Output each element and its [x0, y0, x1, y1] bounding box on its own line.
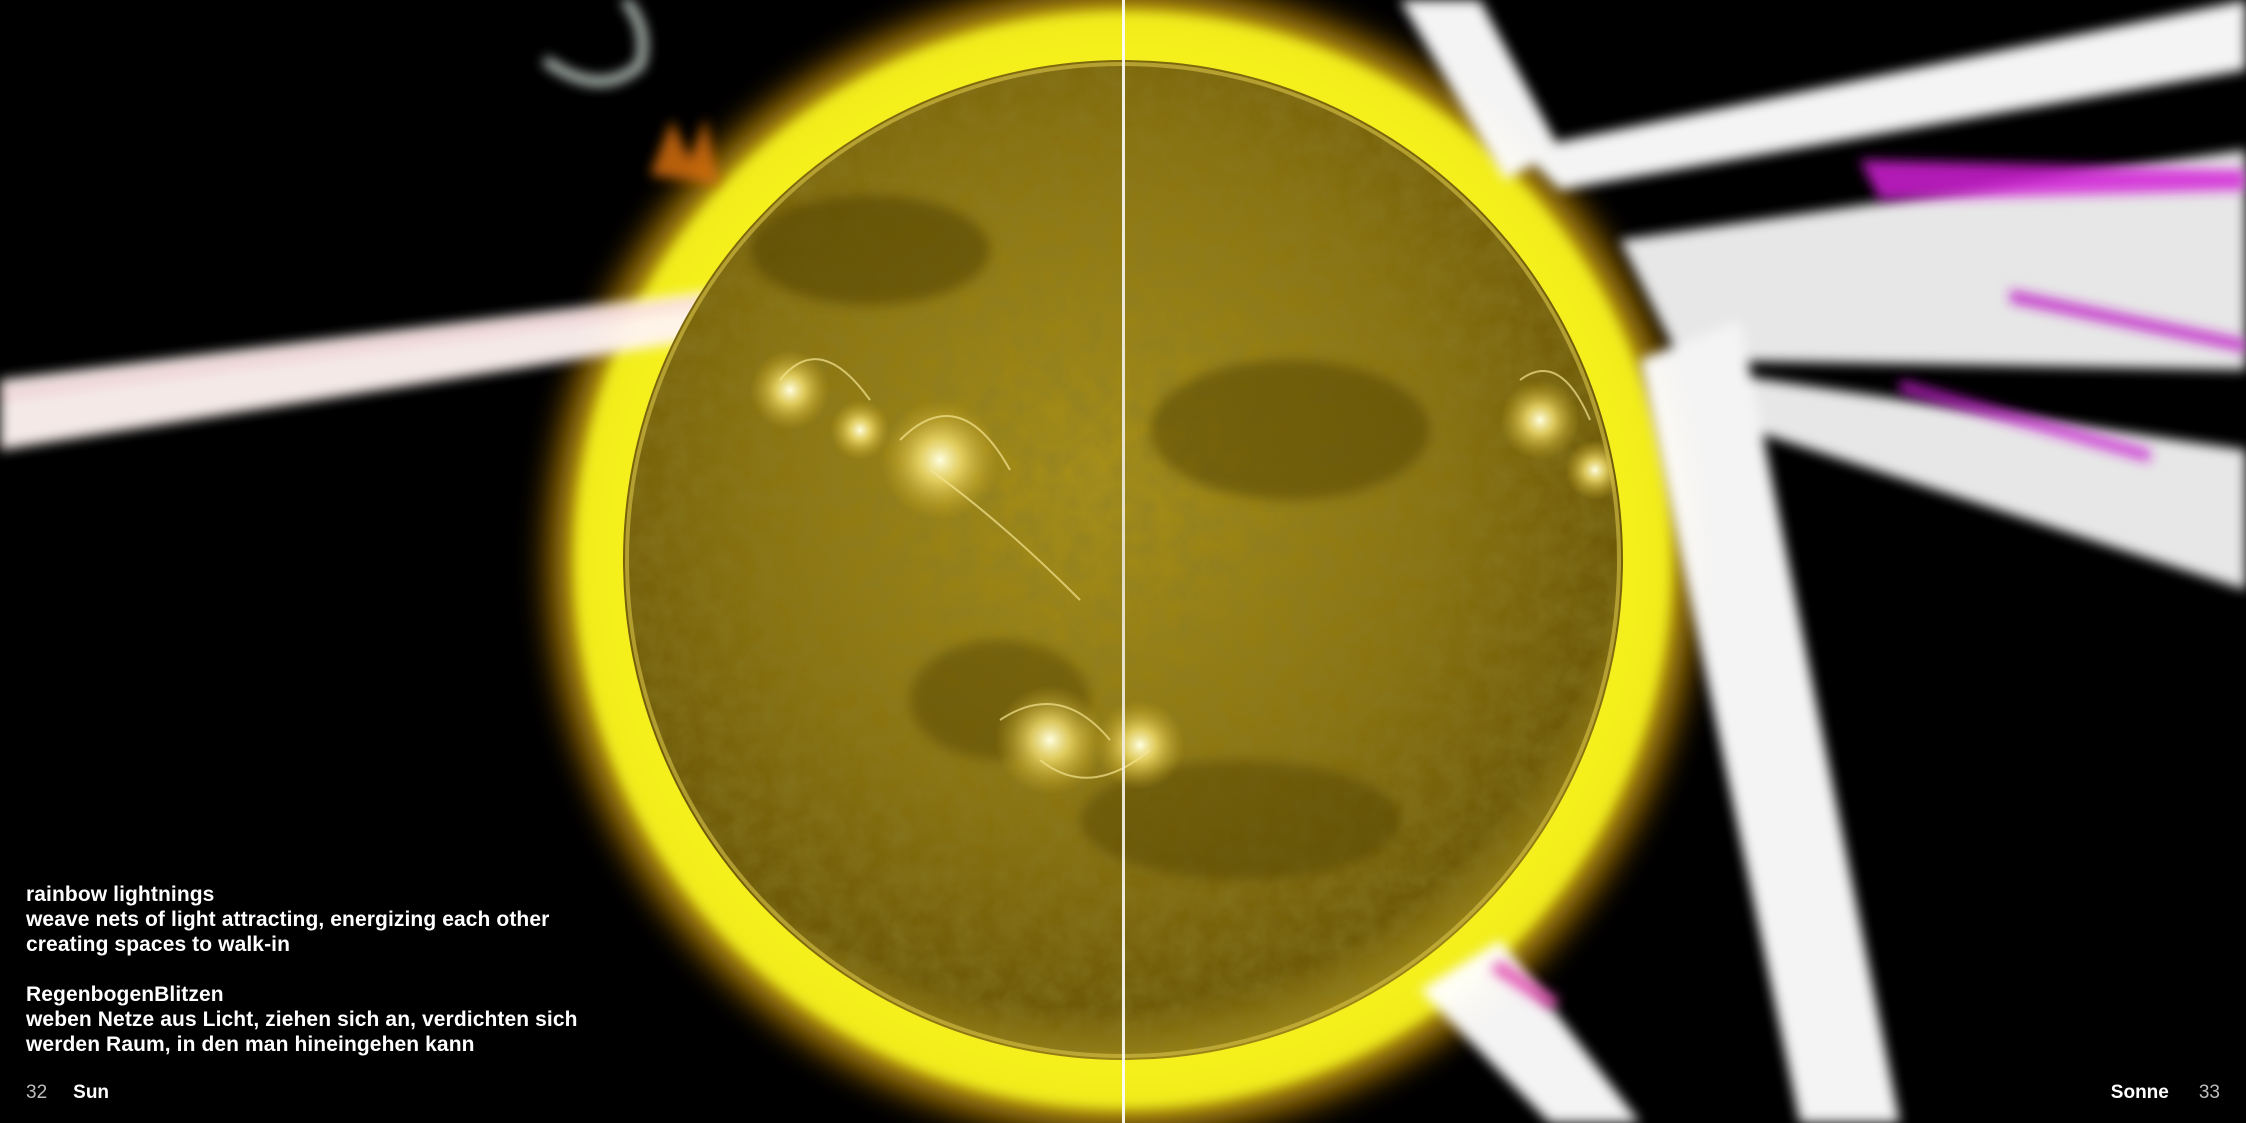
- caption-en-line-2: creating spaces to walk-in: [26, 933, 291, 956]
- page-gutter: [1122, 0, 1125, 1123]
- running-title-right: Sonne: [2110, 1082, 2169, 1103]
- caption-en-line-1: weave nets of light attracting, energizi…: [26, 908, 550, 931]
- folio-right: Sonne 33: [2111, 1082, 2220, 1104]
- caption-de-line-2: werden Raum, in den man hineingehen kann: [26, 1033, 475, 1056]
- caption-english: rainbow lightnings weave nets of light a…: [26, 882, 549, 957]
- page-number-left: 32: [26, 1082, 48, 1103]
- page-number-right: 33: [2198, 1082, 2220, 1103]
- running-title-left: Sun: [73, 1082, 110, 1103]
- caption-german: RegenbogenBlitzen weben Netze aus Licht,…: [26, 982, 578, 1057]
- folio-left: 32 Sun: [26, 1082, 109, 1104]
- caption-de-line-1: weben Netze aus Licht, ziehen sich an, v…: [26, 1008, 578, 1031]
- caption-de-title: RegenbogenBlitzen: [26, 983, 224, 1006]
- caption-en-title: rainbow lightnings: [26, 883, 215, 906]
